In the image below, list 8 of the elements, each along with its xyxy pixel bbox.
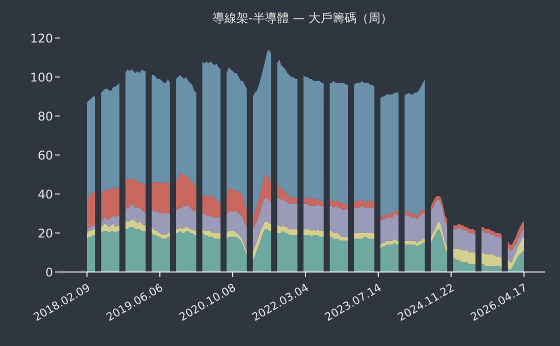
- y-tick-label: 120: [30, 31, 53, 46]
- chart-title: 導線架-半導體 — 大戶籌碼（周）: [212, 10, 394, 27]
- y-tick-label: 40: [38, 187, 53, 202]
- y-tick-label: 60: [38, 148, 53, 162]
- y-tick-label: 0: [45, 265, 53, 280]
- y-tick-label: 20: [38, 226, 53, 240]
- y-tick-label: 100: [30, 70, 53, 84]
- y-tick-label: 80: [38, 109, 53, 124]
